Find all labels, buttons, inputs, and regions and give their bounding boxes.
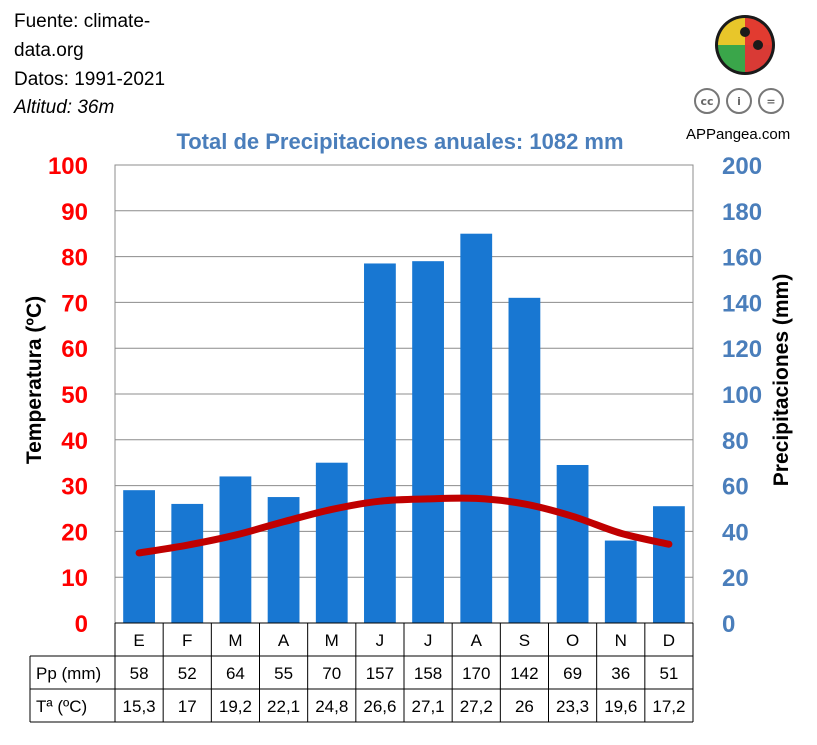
- data-label: 23,3: [556, 697, 589, 716]
- x-tick-label: E: [133, 631, 144, 650]
- bar: [508, 297, 541, 623]
- y-right-tick-label: 80: [722, 428, 749, 455]
- chart-title: Total de Precipitaciones anuales: 1082 m…: [176, 129, 623, 154]
- x-tick-label: J: [424, 631, 433, 650]
- data-label: 27,1: [412, 697, 445, 716]
- attribution-icon: i: [726, 88, 752, 114]
- bar: [556, 464, 589, 623]
- bar: [460, 233, 493, 623]
- bar: [315, 462, 348, 623]
- x-tick-label: J: [376, 631, 385, 650]
- y-right-tick-label: 180: [722, 199, 762, 226]
- bar: [604, 540, 637, 623]
- x-tick-label: F: [182, 631, 192, 650]
- temperature-series: [135, 494, 673, 557]
- brand-name: APPangea.com: [686, 126, 791, 143]
- bar: [171, 503, 204, 623]
- y-axis-right-ticks: 0 20 40 60 80 100 120 140 160 180 200: [722, 153, 762, 638]
- y-left-tick-label: 70: [61, 290, 88, 317]
- y-right-tick-label: 200: [722, 153, 762, 180]
- temperature-line: [135, 494, 673, 557]
- source-text-continued: data.org: [14, 40, 84, 61]
- x-tick-label: S: [519, 631, 530, 650]
- y-left-tick-label: 50: [61, 382, 88, 409]
- bar-series: [123, 233, 685, 623]
- x-tick-label: A: [278, 631, 290, 650]
- bar: [364, 263, 396, 623]
- data-label: 52: [178, 664, 197, 683]
- period-text: Datos: 1991-2021: [14, 69, 166, 90]
- table-row-header: Pp (mm): [36, 664, 101, 683]
- data-label: 55: [274, 664, 293, 683]
- y-right-tick-label: 20: [722, 565, 749, 592]
- data-label: 27,2: [460, 697, 493, 716]
- y-left-tick-label: 10: [61, 565, 88, 592]
- data-table: E F M A M J J A S O N D Pp (mm) Tª (ºC) 58 52 64 55 70 157 1…: [29, 622, 694, 723]
- y-axis-left-label: Temperatura (ºC): [23, 296, 46, 464]
- data-label: 70: [322, 664, 341, 683]
- data-label: 64: [226, 664, 245, 683]
- altitude-text: Altitud: 36m: [14, 97, 115, 118]
- data-label: 22,1: [267, 697, 300, 716]
- y-axis-left-ticks: 0 10 20 30 40 50 60 70 80 90 100: [48, 153, 88, 638]
- data-label: 15,3: [123, 697, 156, 716]
- y-right-tick-label: 40: [722, 519, 749, 546]
- y-axis-right-label: Precipitaciones (mm): [770, 274, 793, 486]
- bar: [412, 261, 444, 623]
- data-label: 24,8: [315, 697, 348, 716]
- table-row-header: Tª (ºC): [36, 697, 87, 716]
- data-label: 170: [462, 664, 490, 683]
- y-left-tick-label: 60: [61, 336, 88, 363]
- noderivs-icon: =: [758, 88, 784, 114]
- bar: [219, 476, 252, 623]
- cc-icon: cc: [694, 88, 720, 114]
- y-right-tick-label: 160: [722, 245, 762, 272]
- y-left-tick-label: 90: [61, 199, 88, 226]
- y-right-tick-label: 120: [722, 336, 762, 363]
- x-tick-label: O: [566, 631, 579, 650]
- x-tick-label: M: [325, 631, 339, 650]
- y-right-tick-label: 140: [722, 290, 762, 317]
- y-right-tick-label: 60: [722, 474, 749, 501]
- y-right-tick-label: 0: [722, 611, 735, 638]
- y-left-tick-label: 20: [61, 519, 88, 546]
- data-label: 26: [515, 697, 534, 716]
- data-label: 51: [659, 664, 678, 683]
- y-left-tick-label: 100: [48, 153, 88, 180]
- x-tick-label: D: [663, 631, 675, 650]
- y-left-tick-label: 0: [75, 611, 88, 638]
- data-label: 26,6: [363, 697, 396, 716]
- x-tick-label: N: [615, 631, 627, 650]
- data-label: 69: [563, 664, 582, 683]
- data-label: 19,6: [604, 697, 637, 716]
- y-left-tick-label: 30: [61, 474, 88, 501]
- x-tick-label: M: [228, 631, 242, 650]
- source-text: Fuente: climate-: [14, 11, 151, 32]
- data-label: 19,2: [219, 697, 252, 716]
- y-left-tick-label: 80: [61, 245, 88, 272]
- y-right-tick-label: 100: [722, 382, 762, 409]
- y-left-tick-label: 40: [61, 428, 88, 455]
- data-label: 157: [366, 664, 394, 683]
- puzzle-globe-icon: [715, 15, 775, 75]
- data-label: 17: [178, 697, 197, 716]
- data-label: 158: [414, 664, 442, 683]
- data-label: 36: [611, 664, 630, 683]
- data-label: 58: [130, 664, 149, 683]
- bar: [653, 506, 685, 623]
- data-label: 17,2: [652, 697, 685, 716]
- bar: [123, 490, 155, 623]
- data-label: 142: [510, 664, 538, 683]
- x-tick-label: A: [471, 631, 483, 650]
- license-icons: cc i =: [694, 88, 784, 114]
